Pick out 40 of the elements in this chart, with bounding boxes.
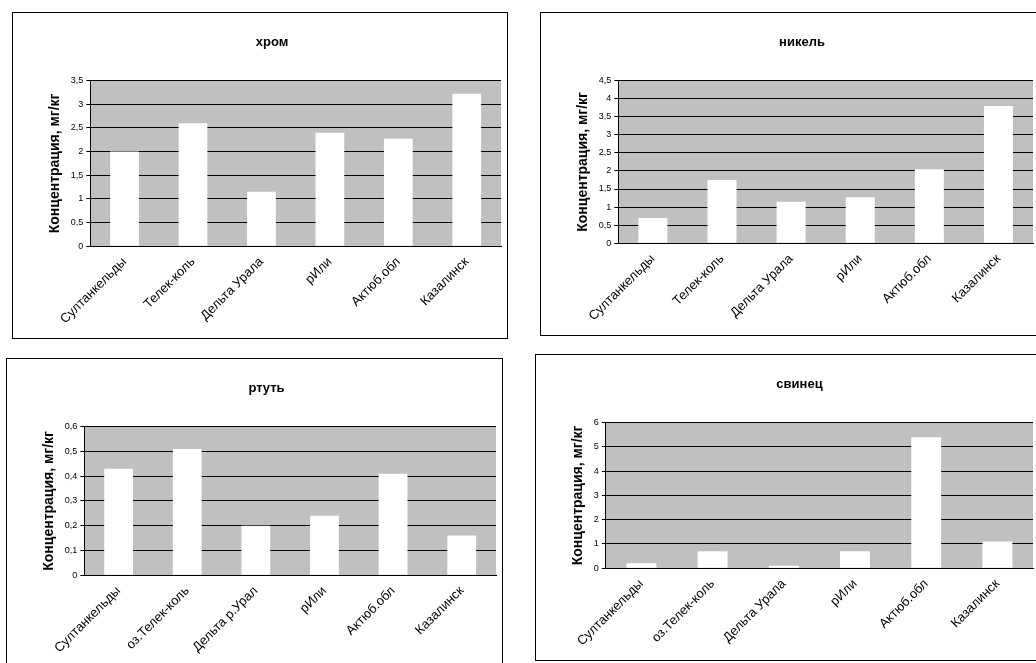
y-tick-label: 4,5 xyxy=(598,75,612,86)
y-tick-label: 1 xyxy=(593,538,599,549)
y-tick-label: 0,5 xyxy=(70,217,84,228)
y-tick-label: 2 xyxy=(78,146,84,157)
y-tick-label: 3 xyxy=(606,129,612,140)
y-tick-label: 3 xyxy=(78,98,84,109)
y-tick-label: 5 xyxy=(593,441,599,452)
y-tick-label: 4 xyxy=(593,465,599,476)
y-axis-title: Концентрация, мг/кг xyxy=(574,91,591,232)
y-tick-label: 3 xyxy=(593,489,599,500)
y-tick-label: 0 xyxy=(78,240,84,251)
y-tick-label: 0 xyxy=(593,562,599,573)
y-tick-label: 2,5 xyxy=(70,122,84,133)
y-tick-label: 1 xyxy=(606,201,612,212)
y-tick-label: 0,1 xyxy=(64,544,78,555)
y-tick-label: 2 xyxy=(593,514,599,525)
y-tick-label: 3,5 xyxy=(70,75,84,86)
y-tick-label: 4 xyxy=(606,93,612,104)
y-tick-label: 2 xyxy=(606,165,612,176)
y-axis-title: Концентрация, мг/кг xyxy=(569,425,586,566)
y-tick-label: 0,6 xyxy=(64,421,78,432)
y-tick-label: 1,5 xyxy=(598,183,612,194)
y-axis-title: Концентрация, мг/кг xyxy=(46,93,63,234)
y-tick-label: 2,5 xyxy=(598,147,612,158)
chart-title: ртуть xyxy=(248,380,285,396)
y-axis-title: Концентрация, мг/кг xyxy=(40,430,57,571)
y-tick-label: 0,4 xyxy=(64,470,78,481)
chart-title: никель xyxy=(779,34,825,50)
y-tick-label: 0,2 xyxy=(64,520,78,531)
y-tick-label: 0,5 xyxy=(64,445,78,456)
y-tick-label: 3,5 xyxy=(598,111,612,122)
chart-title: хром xyxy=(255,34,289,50)
y-tick-label: 6 xyxy=(593,417,599,428)
y-tick-label: 1 xyxy=(78,193,84,204)
y-tick-label: 0,3 xyxy=(64,495,78,506)
y-tick-label: 0,5 xyxy=(598,219,612,230)
y-tick-label: 0 xyxy=(72,569,78,580)
y-tick-label: 1,5 xyxy=(70,169,84,180)
y-tick-label: 0 xyxy=(606,237,612,248)
chart-title: свинец xyxy=(776,376,823,392)
